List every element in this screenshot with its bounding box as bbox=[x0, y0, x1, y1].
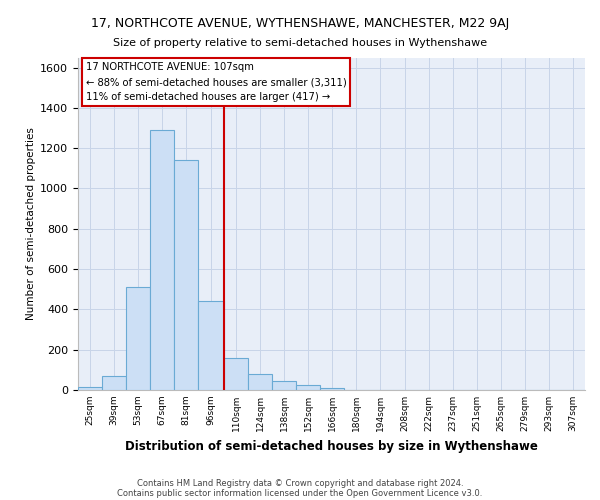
Bar bbox=[320, 388, 344, 390]
Bar bbox=[150, 130, 174, 390]
Bar bbox=[224, 358, 248, 390]
Bar bbox=[296, 385, 320, 390]
Text: 17 NORTHCOTE AVENUE: 107sqm
← 88% of semi-detached houses are smaller (3,311)
11: 17 NORTHCOTE AVENUE: 107sqm ← 88% of sem… bbox=[86, 62, 346, 102]
Bar bbox=[248, 374, 272, 390]
Bar bbox=[78, 387, 102, 390]
X-axis label: Distribution of semi-detached houses by size in Wythenshawe: Distribution of semi-detached houses by … bbox=[125, 440, 538, 452]
Bar bbox=[272, 381, 296, 390]
Bar bbox=[126, 287, 150, 390]
Text: 17, NORTHCOTE AVENUE, WYTHENSHAWE, MANCHESTER, M22 9AJ: 17, NORTHCOTE AVENUE, WYTHENSHAWE, MANCH… bbox=[91, 18, 509, 30]
Bar bbox=[102, 376, 126, 390]
Text: Contains HM Land Registry data © Crown copyright and database right 2024.: Contains HM Land Registry data © Crown c… bbox=[137, 478, 463, 488]
Text: Contains public sector information licensed under the Open Government Licence v3: Contains public sector information licen… bbox=[118, 488, 482, 498]
Bar bbox=[199, 302, 224, 390]
Bar bbox=[174, 160, 199, 390]
Y-axis label: Number of semi-detached properties: Number of semi-detached properties bbox=[26, 128, 36, 320]
Text: Size of property relative to semi-detached houses in Wythenshawe: Size of property relative to semi-detach… bbox=[113, 38, 487, 48]
